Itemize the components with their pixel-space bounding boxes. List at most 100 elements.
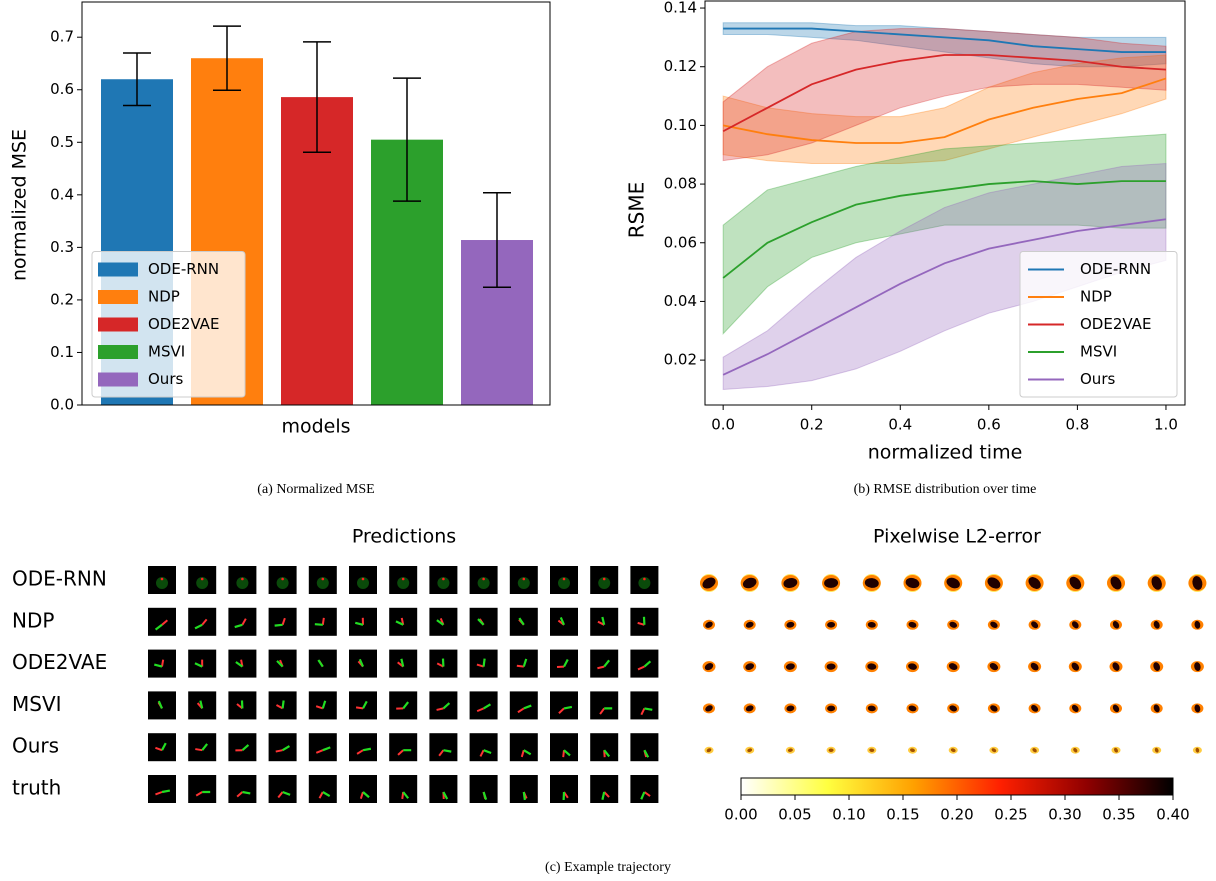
prediction-arm bbox=[161, 742, 167, 751]
prediction-arm bbox=[637, 621, 645, 626]
error-core bbox=[705, 621, 713, 628]
x-tick-label: 0.25 bbox=[994, 806, 1027, 824]
error-core bbox=[745, 663, 755, 670]
prediction-arm bbox=[157, 700, 164, 709]
error-core bbox=[1112, 662, 1120, 671]
x-tick-label: 0.20 bbox=[940, 806, 973, 824]
prediction-dot bbox=[281, 577, 284, 581]
prediction-frame bbox=[630, 775, 659, 803]
prediction-dot bbox=[442, 577, 445, 581]
prediction-frame bbox=[268, 733, 297, 762]
x-tick-label: 0.10 bbox=[832, 806, 865, 824]
prediction-arm bbox=[241, 618, 247, 626]
row-label: MSVI bbox=[12, 692, 62, 716]
prediction-arm bbox=[322, 791, 331, 798]
error-core bbox=[828, 748, 834, 752]
prediction-arm bbox=[201, 743, 209, 751]
prediction-arm bbox=[601, 616, 606, 626]
prediction-arm bbox=[603, 659, 611, 668]
x-tick-label: 0.4 bbox=[888, 416, 912, 434]
error-core bbox=[867, 663, 877, 670]
prediction-arm bbox=[234, 623, 243, 629]
prediction-arm bbox=[522, 658, 528, 667]
error-core bbox=[1032, 748, 1037, 753]
prediction-arm bbox=[558, 707, 565, 714]
prediction-arm bbox=[563, 749, 571, 757]
prediction-frame bbox=[550, 691, 578, 720]
prediction-arm bbox=[282, 790, 291, 796]
line bbox=[722, 54, 1167, 133]
x-axis-label: models bbox=[281, 416, 350, 438]
prediction-frame bbox=[188, 607, 217, 636]
prediction-glow bbox=[156, 577, 168, 589]
prediction-frame bbox=[349, 733, 377, 762]
prediction-dot bbox=[643, 577, 646, 581]
prediction-glow bbox=[558, 577, 570, 589]
prediction-arm bbox=[236, 791, 244, 798]
legend-label: NDP bbox=[148, 288, 180, 306]
x-axis-label: normalized time bbox=[868, 442, 1023, 464]
prediction-glow bbox=[397, 577, 410, 589]
error-core bbox=[747, 748, 753, 753]
prediction-arm bbox=[643, 791, 651, 797]
x-tick-label: 0.6 bbox=[977, 416, 1001, 434]
prediction-arm bbox=[281, 617, 286, 626]
error-core bbox=[1031, 705, 1039, 712]
error-core bbox=[1195, 747, 1200, 753]
prediction-dot bbox=[321, 577, 325, 581]
prediction-frame bbox=[590, 649, 619, 678]
row-label: ODE2VAE bbox=[12, 650, 107, 674]
row-label: NDP bbox=[12, 608, 54, 632]
prediction-arm bbox=[482, 658, 486, 667]
prediction-arm bbox=[354, 621, 364, 626]
prediction-glow bbox=[196, 577, 209, 589]
prediction-arm bbox=[640, 791, 646, 800]
prediction-arm bbox=[397, 749, 404, 756]
x-tick-label: 0.8 bbox=[1065, 416, 1089, 434]
prediction-frame bbox=[148, 733, 176, 762]
line bbox=[722, 77, 1167, 144]
prediction-arm bbox=[356, 749, 364, 755]
prediction-arm bbox=[322, 746, 331, 752]
prediction-arm bbox=[517, 707, 525, 714]
legend-box bbox=[1019, 251, 1178, 398]
prediction-frame bbox=[349, 649, 377, 678]
prediction-arm bbox=[603, 749, 611, 758]
caption: (b) RMSE distribution over time bbox=[854, 482, 1037, 497]
prediction-arm bbox=[563, 705, 573, 710]
prediction-arm bbox=[275, 749, 283, 753]
error-core bbox=[991, 748, 997, 753]
error-core bbox=[1194, 662, 1201, 672]
prediction-arm bbox=[153, 663, 163, 668]
error-core bbox=[705, 705, 713, 712]
error-core bbox=[1073, 747, 1078, 753]
legend-swatch bbox=[98, 317, 138, 332]
y-tick-label: 0.10 bbox=[664, 116, 697, 134]
error-core bbox=[948, 663, 958, 671]
prediction-arm bbox=[199, 700, 204, 709]
prediction-frame bbox=[349, 775, 377, 803]
error-core bbox=[1153, 704, 1160, 713]
line bbox=[722, 180, 1166, 279]
legend-label: MSVI bbox=[148, 343, 185, 361]
error-core bbox=[910, 748, 915, 753]
error-core bbox=[867, 621, 876, 628]
prediction-arm bbox=[402, 701, 410, 710]
prediction-arm bbox=[194, 662, 203, 668]
panel-title: Predictions bbox=[352, 526, 456, 548]
axes-frame bbox=[81, 1, 551, 406]
error-core bbox=[1153, 662, 1161, 671]
prediction-arm bbox=[161, 789, 171, 794]
prediction-frame bbox=[188, 733, 217, 762]
prediction-arm bbox=[321, 617, 325, 625]
error-core bbox=[1114, 747, 1118, 753]
prediction-frame bbox=[509, 607, 538, 636]
prediction-frame bbox=[630, 733, 659, 762]
colorbar bbox=[740, 777, 1174, 796]
error-core bbox=[864, 578, 879, 588]
prediction-arm bbox=[640, 707, 646, 716]
prediction-arm bbox=[315, 705, 324, 710]
prediction-arm bbox=[155, 791, 163, 796]
panel-title: Pixelwise L2-error bbox=[873, 526, 1041, 548]
